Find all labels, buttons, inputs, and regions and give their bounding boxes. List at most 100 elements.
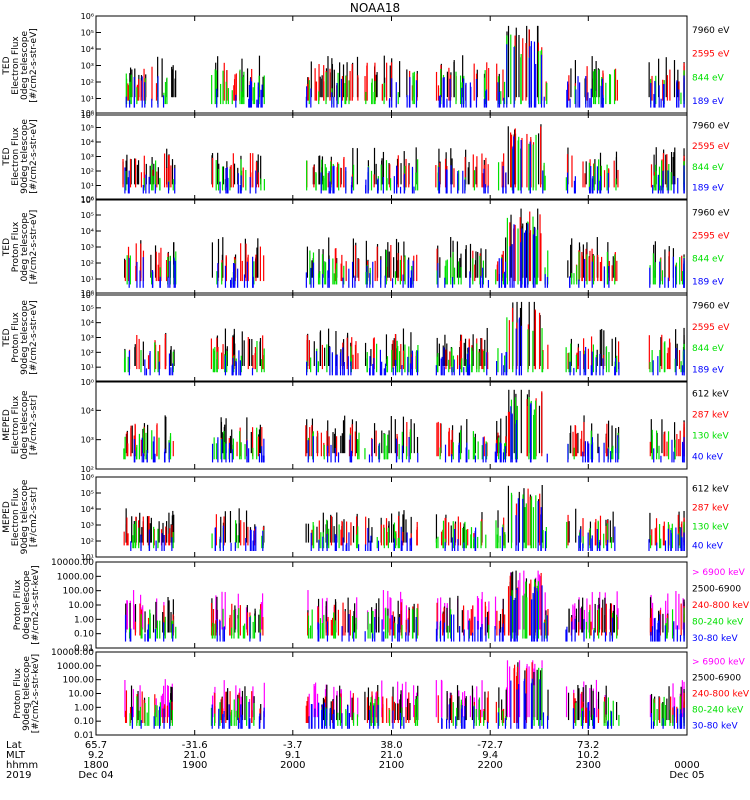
y-tick-label: 10¹ [81,182,94,191]
y-tick-label: 10⁴ [81,45,94,54]
y-tick-label: 10⁴ [81,406,94,415]
y-axis-label: 90deg telescope [20,479,30,554]
footer-value: 73.2 [577,740,599,751]
y-axis-label: Proton Flux [11,312,21,363]
footer-value: Dec 04 [78,770,113,781]
y-axis-label: 90deg telescope [20,300,30,375]
legend-entry: 7960 eV [692,121,730,131]
footer-value: 2000 [280,760,305,771]
data-marks [123,485,685,551]
legend-entry: 287 keV [692,503,729,513]
legend-entry: 189 eV [692,277,725,287]
legend-entry: 30-80 keV [692,634,738,644]
y-tick-label: 10³ [81,243,94,252]
y-axis-label: 0deg telescope [20,390,30,460]
y-axis-label: 90deg telescope [22,656,32,731]
y-axis-label: Electron Flux [11,127,21,186]
y-axis-label: 0deg telescope [20,31,30,101]
y-tick-label: 1.00 [74,615,94,625]
footer-value: Dec 05 [669,770,704,781]
legend-entry: 7960 eV [692,302,730,312]
legend-entry: 189 eV [692,97,725,107]
data-marks [124,660,685,729]
legend-entry: 844 eV [692,344,725,354]
legend-entry: 240-800 keV [692,690,750,700]
legend-entry: 130 keV [692,523,729,533]
y-tick-label: 10000.00 [51,558,94,568]
legend-entry: 844 eV [692,163,725,173]
y-tick-label: 100.00 [63,676,95,686]
panel-6: 10¹ 10² 10³ 10⁴ 10⁵ 10⁶ MEPED Electron Flux 90de… [2,473,729,562]
legend-entry: 189 eV [692,365,725,375]
legend-entry: 2595 eV [692,50,730,60]
footer-value: 2100 [379,760,404,771]
footer-value: 65.7 [85,740,107,751]
legend-entry: 2500-6900 [692,584,741,594]
y-tick-label: 10⁰ [81,378,94,387]
y-tick-label: 10⁵ [81,29,94,38]
y-tick-label: 10⁵ [81,304,94,313]
y-axis-label: [#/cm2-s-str-keV] [31,565,41,644]
footer-value: 10.2 [577,750,599,761]
y-tick-label: 10³ [81,334,94,343]
y-axis-label: [#/cm2-s-str] [29,487,39,547]
y-tick-label: 10² [81,167,94,176]
legend-entry: 40 keV [692,542,724,552]
data-marks [123,301,685,376]
y-axis-label: 0deg telescope [20,212,30,282]
footer-value: 38.0 [380,740,402,751]
figure-title: NOAA18 [350,1,400,15]
y-tick-label: 10⁵ [81,124,94,133]
legend-entry: 189 eV [692,184,725,194]
y-tick-label: 10³ [81,153,94,162]
y-tick-label: 1000.00 [57,572,94,582]
y-tick-label: 10² [81,259,94,268]
y-tick-label: 10⁶ [81,109,94,118]
footer-value: 9.4 [482,750,498,761]
y-axis-label: 0deg telescope [22,570,32,640]
y-axis-label: 90deg telescope [20,119,30,194]
data-marks [124,208,685,288]
panel-2: 10⁰ 10¹ 10² 10³ 10⁴ 10⁵ 10⁶ TED Electron Flux 90d… [2,109,730,205]
legend-entry: 130 keV [692,431,729,441]
y-tick-label: 100.00 [63,587,95,597]
y-tick-label: 10000.00 [51,648,94,658]
y-tick-label: 10¹ [81,553,94,562]
y-axis-label: [#/cm2-s-str-eV] [29,210,39,285]
y-axis-label: [#/cm2-s-str-eV] [29,119,39,194]
y-axis-label: [#/cm2-s-str-eV] [29,300,39,375]
y-tick-label: 0.10 [74,630,94,640]
footer-row-label: Lat [6,740,22,751]
data-marks [125,25,685,108]
legend-entry: 612 keV [692,484,729,494]
legend-entry: > 6900 keV [692,658,746,668]
footer-row-label: hhmm [6,760,38,771]
y-axis-label: MEPED [2,409,12,441]
y-axis-label: [#/cm2-s-str] [29,395,39,455]
panel-7: 10000.00 1000.00 100.00 10.00 1.00 0.10 0.01 Pr… [13,558,750,654]
y-axis-label: TED [2,56,12,75]
y-tick-label: 10⁰ [81,291,94,300]
footer-value: 1800 [83,760,108,771]
y-tick-label: 10³ [81,62,94,71]
y-tick-label: 10⁴ [81,227,94,236]
y-tick-label: 10⁶ [81,289,94,298]
y-tick-label: 10.00 [68,601,94,611]
y-tick-label: 10⁰ [81,196,94,205]
y-tick-label: 10.00 [68,690,94,700]
data-marks [124,570,685,642]
legend-entry: 240-800 keV [692,601,750,611]
legend-entry: 844 eV [692,73,725,83]
footer-value: -3.7 [283,740,303,751]
y-axis-label: Proton Flux [13,579,23,630]
footer-value: 0000 [674,760,699,771]
legend-entry: 80-240 keV [692,618,744,628]
panel-1: 10⁰ 10¹ 10² 10³ 10⁴ 10⁵ 10⁶ TED Electron Flux 0de… [2,12,730,120]
footer-value: -31.6 [182,740,208,751]
data-marks [122,124,685,194]
legend-entry: 2500-6900 [692,674,741,684]
panel-4: 10⁰ 10¹ 10² 10³ 10⁴ 10⁵ 10⁶ TED Proton Flux 90deg… [2,289,730,387]
y-tick-label: 10⁶ [81,12,94,21]
panel-8: 10000.00 1000.00 100.00 10.00 1.00 0.10 0.01 Pr… [13,648,750,741]
y-axis-label: TED [2,238,12,257]
